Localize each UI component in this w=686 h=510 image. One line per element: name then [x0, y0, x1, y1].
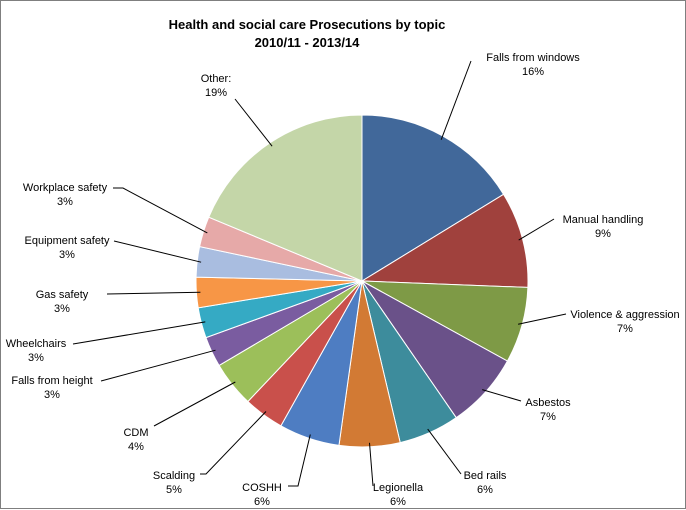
- leader-line: [100, 349, 216, 382]
- slice-label-name: Manual handling: [563, 214, 644, 226]
- slice-label-name: Other:: [201, 73, 232, 85]
- leader-line: [153, 381, 236, 427]
- leader-line: [518, 218, 555, 241]
- pie-slice: [360, 193, 529, 288]
- slice-label-name: Falls from height: [11, 375, 92, 387]
- slice-label: Gas safety 3%: [36, 289, 89, 315]
- pie-slice: [361, 114, 505, 282]
- slice-label: Bed rails 6%: [464, 470, 507, 496]
- slice-label-name: Falls from windows: [486, 52, 580, 64]
- slice-label-percent: 7%: [617, 323, 633, 335]
- slice-label: Scalding 5%: [153, 470, 195, 496]
- slice-label: Legionella 6%: [373, 482, 424, 508]
- slice-label-percent: 3%: [54, 303, 70, 315]
- slice-label: Falls from windows 16%: [486, 52, 580, 78]
- leader-line: [113, 187, 208, 234]
- slice-label-name: Bed rails: [464, 470, 507, 482]
- slice-label-name: Equipment safety: [25, 235, 110, 247]
- slice-label-name: Asbestos: [525, 397, 571, 409]
- slice-label-percent: 5%: [166, 484, 182, 496]
- slice-label: Manual handling 9%: [563, 214, 644, 240]
- slice-label-percent: 3%: [28, 352, 44, 364]
- slice-label-percent: 9%: [595, 228, 611, 240]
- leader-line: [369, 442, 374, 487]
- slice-label-percent: 6%: [254, 496, 270, 508]
- slice-label-name: Gas safety: [36, 289, 89, 301]
- slice-label-name: Violence & aggression: [570, 309, 679, 321]
- pie-slices: [195, 114, 529, 448]
- slice-label-name: Workplace safety: [23, 182, 108, 194]
- slice-label-percent: 6%: [390, 496, 406, 508]
- slice-label: Falls from height 3%: [11, 375, 92, 401]
- leader-line: [288, 434, 311, 487]
- slice-label-name: COSHH: [242, 482, 282, 494]
- slice-label: Asbestos 7%: [525, 397, 571, 423]
- slice-label-name: Wheelchairs: [6, 338, 67, 350]
- slice-label: CDM 4%: [123, 427, 148, 453]
- slice-label-percent: 4%: [128, 441, 144, 453]
- slice-label-name: Legionella: [373, 482, 424, 494]
- leader-line: [200, 411, 267, 475]
- leader-line: [517, 313, 567, 325]
- slice-labels: Falls from windows 16% Manual handling 9% Vi…: [6, 52, 680, 508]
- leader-line: [427, 428, 462, 475]
- leader-line: [440, 60, 472, 140]
- leader-line: [482, 389, 522, 402]
- leader-line: [106, 291, 201, 295]
- leader-lines: [72, 60, 567, 487]
- slice-label: Workplace safety 3%: [23, 182, 108, 208]
- leader-line: [72, 321, 206, 345]
- slice-label-percent: 3%: [59, 249, 75, 261]
- slice-label-percent: 3%: [57, 196, 73, 208]
- slice-label-percent: 7%: [540, 411, 556, 423]
- slice-label-name: CDM: [123, 427, 148, 439]
- slice-label: COSHH 6%: [242, 482, 282, 508]
- chart-title: Health and social care Prosecutions by t…: [169, 17, 446, 32]
- slice-label: Other: 19%: [201, 73, 232, 99]
- slice-label: Equipment safety 3%: [25, 235, 110, 261]
- slice-label-percent: 19%: [205, 87, 227, 99]
- slice-label-percent: 3%: [44, 389, 60, 401]
- chart-subtitle: 2010/11 - 2013/14: [255, 35, 361, 50]
- slice-label-percent: 16%: [522, 66, 544, 78]
- slice-label: Violence & aggression 7%: [570, 309, 679, 335]
- slice-label-percent: 6%: [477, 484, 493, 496]
- slice-label-name: Scalding: [153, 470, 195, 482]
- slice-label: Wheelchairs 3%: [6, 338, 67, 364]
- leader-line: [113, 240, 202, 263]
- leader-line: [234, 98, 273, 147]
